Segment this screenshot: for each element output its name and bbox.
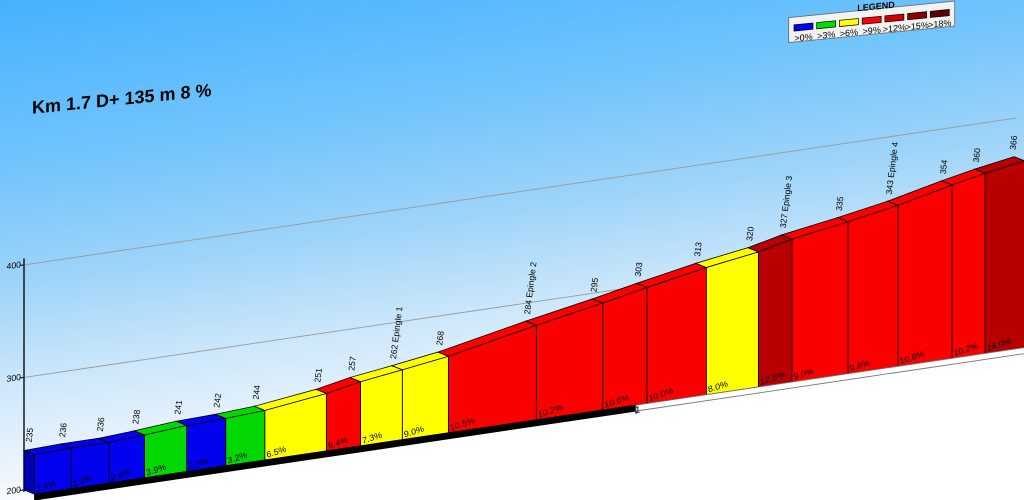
- svg-text:>9%: >9%: [863, 25, 881, 37]
- svg-text:>0%: >0%: [794, 32, 812, 44]
- svg-text:300: 300: [7, 372, 22, 384]
- svg-text:>6%: >6%: [840, 27, 858, 39]
- svg-text:238: 238: [130, 409, 142, 425]
- svg-text:242: 242: [211, 392, 223, 408]
- svg-text:303: 303: [633, 261, 645, 277]
- svg-text:295: 295: [588, 277, 600, 293]
- svg-text:268: 268: [434, 330, 446, 346]
- svg-text:241: 241: [172, 399, 184, 415]
- svg-text:>3%: >3%: [817, 29, 835, 41]
- svg-text:400: 400: [7, 259, 22, 271]
- svg-text:335: 335: [834, 196, 846, 212]
- svg-text:236: 236: [57, 422, 69, 438]
- svg-text:354: 354: [938, 159, 950, 175]
- svg-text:0: 0: [36, 493, 41, 500]
- svg-text:251: 251: [312, 367, 324, 383]
- svg-text:236: 236: [95, 416, 107, 432]
- svg-text:313: 313: [692, 241, 704, 257]
- svg-text:LEGEND: LEGEND: [857, 0, 895, 13]
- svg-text:360: 360: [971, 147, 983, 163]
- svg-text:320: 320: [744, 226, 756, 242]
- svg-text:366: 366: [1008, 135, 1020, 151]
- svg-text:>15%: >15%: [905, 20, 928, 32]
- svg-text:244: 244: [251, 384, 263, 400]
- svg-text:1: 1: [635, 405, 640, 417]
- svg-text:>18%: >18%: [928, 18, 951, 30]
- svg-text:>12%: >12%: [883, 22, 906, 34]
- svg-text:235: 235: [24, 427, 36, 443]
- svg-text:257: 257: [346, 356, 358, 372]
- svg-text:200: 200: [7, 484, 22, 496]
